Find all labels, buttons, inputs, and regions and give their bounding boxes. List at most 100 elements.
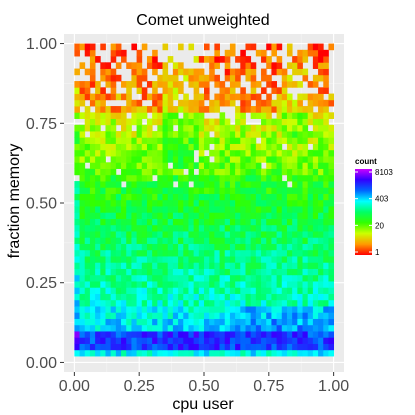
heatmap-tile	[240, 343, 246, 351]
heatmap-tile	[100, 93, 106, 101]
heatmap-tile	[183, 249, 189, 257]
heatmap-tile	[198, 281, 205, 288]
heatmap-tile	[245, 306, 252, 313]
heatmap-tile	[110, 293, 117, 301]
heatmap-tile	[121, 162, 127, 169]
heatmap-tile	[162, 324, 169, 332]
heatmap-tile	[318, 118, 324, 126]
heatmap-tile	[297, 99, 303, 107]
heatmap-tile	[307, 118, 314, 126]
heatmap-tile	[141, 168, 148, 176]
heatmap-tile	[157, 106, 163, 113]
heatmap-tile	[172, 293, 179, 301]
heatmap-tile	[198, 99, 205, 107]
heatmap-tile	[95, 168, 101, 176]
heatmap-tile	[74, 299, 80, 307]
heatmap-tile	[318, 156, 324, 163]
heatmap-tile	[271, 68, 277, 76]
heatmap-tile	[136, 287, 143, 294]
heatmap-tile	[297, 306, 303, 313]
heatmap-tile	[79, 93, 86, 101]
heatmap-tile	[307, 256, 314, 263]
heatmap-tile	[261, 156, 267, 163]
heatmap-tile	[110, 243, 117, 251]
heatmap-tile	[141, 262, 148, 269]
heatmap-tile	[79, 243, 86, 251]
heatmap-tile	[105, 299, 112, 307]
heatmap-tile	[245, 349, 252, 357]
heatmap-tile	[266, 137, 272, 144]
heatmap-tile	[281, 131, 288, 138]
heatmap-tile	[105, 274, 112, 282]
heatmap-tile	[235, 118, 241, 126]
heatmap-tile	[141, 331, 148, 338]
heatmap-tile	[95, 112, 101, 119]
heatmap-tile	[157, 212, 163, 219]
heatmap-tile	[276, 306, 283, 313]
heatmap-tile	[307, 206, 314, 213]
heatmap-tile	[219, 131, 226, 138]
y-tick-label: 0.75	[26, 116, 57, 133]
heatmap-tile	[312, 49, 319, 57]
heatmap-tile	[328, 243, 335, 251]
heatmap-tile	[167, 318, 174, 326]
heatmap-tile	[302, 318, 309, 326]
heatmap-tile	[240, 193, 246, 201]
heatmap-tile	[110, 274, 117, 282]
heatmap-tile	[74, 262, 80, 269]
heatmap-tile	[131, 193, 137, 201]
heatmap-tile	[240, 243, 246, 251]
heatmap-tile	[131, 131, 137, 138]
heatmap-tile	[157, 274, 163, 282]
heatmap-tile	[183, 212, 189, 219]
heatmap-tile	[198, 112, 205, 119]
heatmap-tile	[105, 137, 112, 144]
heatmap-tile	[89, 306, 96, 313]
heatmap-tile	[121, 156, 127, 163]
heatmap-tile	[131, 293, 137, 301]
heatmap-tile	[100, 74, 106, 82]
heatmap-tile	[229, 299, 236, 307]
heatmap-tile	[286, 249, 293, 257]
heatmap-tile	[292, 168, 298, 176]
heatmap-tile	[79, 181, 86, 188]
heatmap-tile	[229, 74, 236, 82]
heatmap-tile	[214, 106, 220, 113]
heatmap-tile	[157, 249, 163, 257]
heatmap-tile	[235, 174, 241, 182]
heatmap-tile	[84, 312, 91, 319]
heatmap-tile	[235, 318, 241, 326]
heatmap-tile	[198, 137, 205, 144]
heatmap-tile	[292, 62, 298, 69]
heatmap-tile	[105, 93, 112, 101]
heatmap-tile	[240, 137, 246, 144]
heatmap-tile	[261, 274, 267, 282]
heatmap-tile	[240, 143, 246, 151]
heatmap-tile	[95, 124, 101, 132]
heatmap-tile	[193, 112, 200, 119]
heatmap-tile	[224, 143, 231, 151]
heatmap-tile	[307, 187, 314, 194]
heatmap-tile	[74, 249, 80, 257]
heatmap-tile	[79, 224, 86, 232]
heatmap-tile	[312, 281, 319, 288]
heatmap-tile	[121, 124, 127, 132]
heatmap-tile	[219, 343, 226, 351]
heatmap-tile	[188, 256, 195, 263]
heatmap-tile	[95, 143, 101, 151]
heatmap-tile	[141, 224, 148, 232]
heatmap-tile	[193, 131, 200, 138]
heatmap-tile	[136, 306, 143, 313]
heatmap-tile	[235, 124, 241, 132]
heatmap-tile	[276, 343, 283, 351]
heatmap-tile	[136, 143, 143, 151]
heatmap-tile	[245, 281, 252, 288]
heatmap-tile	[178, 337, 184, 344]
heatmap-tile	[219, 193, 226, 201]
heatmap-tile	[297, 156, 303, 163]
heatmap-tile	[79, 287, 86, 294]
heatmap-tile	[89, 43, 96, 51]
heatmap-tile	[152, 224, 158, 232]
heatmap-tile	[292, 143, 298, 151]
heatmap-tile	[307, 243, 314, 251]
